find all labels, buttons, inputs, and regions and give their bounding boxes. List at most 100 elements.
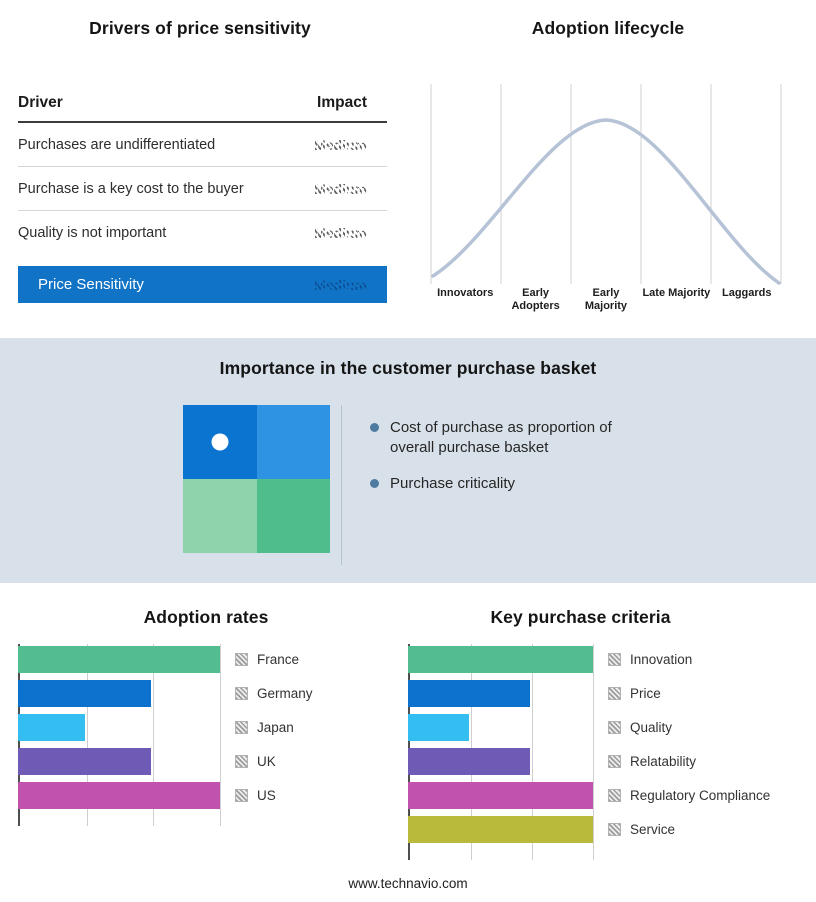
quadrant-bottom-right [256, 479, 330, 553]
bullet-item: Purchase criticality [370, 474, 625, 494]
legend-label: US [257, 788, 276, 803]
bar-row: Price [408, 680, 770, 707]
bullet-dot-icon [370, 423, 379, 432]
legend-label: Japan [257, 720, 294, 735]
grid-line [86, 644, 88, 826]
bullet-text: Cost of purchase as proportion of overal… [390, 419, 612, 456]
bar-slot [408, 680, 593, 707]
bar-slot [18, 714, 220, 741]
driver-label: Quality is not important [18, 224, 167, 241]
legend-marker [608, 755, 621, 768]
driver-row: Purchase is a key cost to the buyer Mediu… [18, 167, 387, 211]
driver-row: Quality is not important Medium [18, 211, 387, 254]
bar-slot [18, 748, 220, 775]
bar-us [18, 782, 220, 809]
legend-label: France [257, 652, 300, 667]
bar-slot [408, 748, 593, 775]
legend-marker [608, 823, 621, 836]
purchase-basket-band [0, 338, 816, 583]
bar-row: UK [18, 748, 313, 775]
price-sensitivity-row: Price Sensitivity Medium [18, 266, 387, 303]
legend-label: Relatability [630, 754, 697, 769]
key-purchase-criteria-chart: Innovation Price Quality Relatability Regula… [408, 644, 770, 860]
lifecycle-gridlines [430, 84, 782, 284]
bar-row: Innovation [408, 646, 770, 673]
adoption-rates-title: Adoption rates [143, 607, 269, 627]
legend-marker [235, 755, 248, 768]
impact-value: Medium [313, 223, 368, 242]
bar-slot [408, 714, 593, 741]
legend-label: Quality [630, 720, 673, 735]
price-sensitivity-label: Price Sensitivity [38, 276, 144, 293]
legend-label: UK [257, 754, 276, 769]
legend-marker [608, 789, 621, 802]
stage-labels: Innovators Early Adopters Early Majority La… [430, 287, 782, 313]
bar-row: France [18, 646, 313, 673]
bar-service [408, 816, 593, 843]
bar-france [18, 646, 220, 673]
purchase-basket-quadrant [183, 405, 330, 553]
bar-row: Regulatory Compliance [408, 782, 770, 809]
drivers-table-body: Purchases are undifferentiated Medium Purc… [18, 123, 387, 254]
bar-quality [408, 714, 470, 741]
legend-marker [235, 653, 248, 666]
bar-row: Quality [408, 714, 770, 741]
drivers-table: Driver Impact Purchases are undifferenti… [18, 94, 387, 303]
quadrant-top-left [183, 405, 257, 479]
bullet-text: Purchase criticality [390, 475, 516, 492]
grid-line [532, 644, 533, 860]
bar-row: Relatability [408, 748, 770, 775]
bar-japan [18, 714, 85, 741]
bullet-dot-icon [370, 479, 379, 488]
bullet-item: Cost of purchase as proportion of overal… [370, 418, 625, 457]
legend-marker [608, 687, 621, 700]
footer-url: www.technavio.com [348, 876, 468, 891]
bar-slot [408, 646, 593, 673]
legend-marker [608, 721, 621, 734]
bar-slot [18, 680, 220, 707]
column-header-driver: Driver [18, 94, 63, 111]
lifecycle-panel-title: Adoption lifecycle [531, 18, 685, 38]
legend-marker [235, 721, 248, 734]
price-sensitivity-impact: Medium [313, 275, 368, 294]
stage-label: Early Majority [584, 287, 628, 313]
legend-label: Price [630, 686, 661, 701]
chart-rows: France Germany Japan UK US [18, 646, 313, 809]
bar-uk [18, 748, 152, 775]
bar-row: US [18, 782, 313, 809]
legend-label: Regulatory Compliance [630, 788, 771, 803]
bar-relatability [408, 748, 531, 775]
adoption-rates-chart: France Germany Japan UK US [18, 644, 313, 826]
basket-bullets: Cost of purchase as proportion of overal… [370, 418, 625, 511]
grid-line [220, 644, 221, 826]
drivers-table-header: Driver Impact [18, 94, 387, 123]
legend-marker [235, 789, 248, 802]
bar-slot [408, 782, 593, 809]
quadrant-top-right [256, 405, 330, 479]
bar-slot [18, 782, 220, 809]
legend-label: Service [630, 822, 676, 837]
stage-label: Laggards [722, 287, 772, 299]
quadrant-bottom-left [183, 479, 257, 553]
bar-germany [18, 680, 152, 707]
bar-slot [18, 646, 220, 673]
quadrant-axis-line [341, 405, 342, 565]
bar-row: Germany [18, 680, 313, 707]
impact-value: Medium [313, 179, 368, 198]
legend-marker [608, 653, 621, 666]
impact-value: Medium [313, 135, 368, 154]
bar-regulatory-compliance [408, 782, 593, 809]
grid-line [153, 644, 155, 826]
legend-label: Germany [257, 686, 313, 701]
bar-price [408, 680, 531, 707]
stage-label: Innovators [437, 287, 494, 299]
driver-row: Purchases are undifferentiated Medium [18, 123, 387, 167]
driver-label: Purchases are undifferentiated [18, 136, 216, 153]
stage-label: Late Majority [642, 287, 711, 299]
basket-title: Importance in the customer purchase bask… [219, 358, 597, 378]
legend-label: Innovation [630, 652, 693, 667]
column-header-impact: Impact [317, 94, 367, 111]
bell-curve [431, 118, 781, 285]
bar-innovation [408, 646, 593, 673]
bar-slot [408, 816, 593, 843]
